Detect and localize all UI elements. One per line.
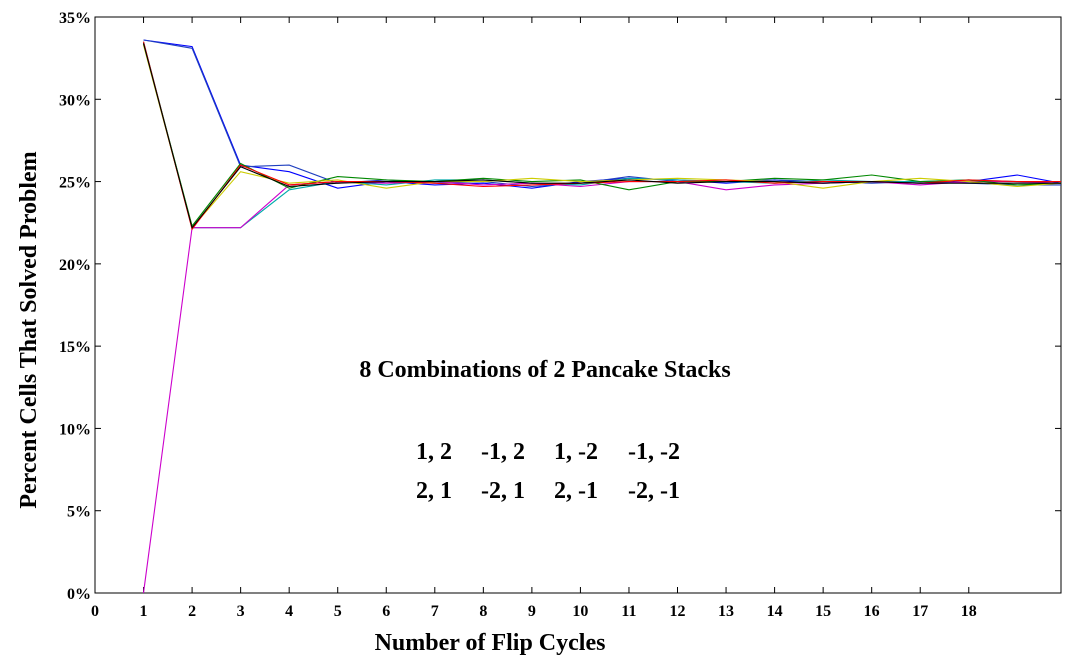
y-axis: 0% 5% 10% 15% 20% 25% 30% 35%	[59, 10, 1061, 603]
annotation-item: -1, -2	[628, 439, 680, 465]
annotation-row-1: 1, 2 -1, 2 1, -2 -1, -2	[416, 439, 680, 465]
x-tick-label: 9	[528, 603, 536, 620]
plot-frame	[94, 16, 1062, 594]
x-tick-label: 13	[718, 603, 734, 620]
y-axis-title: Percent Cells That Solved Problem	[16, 151, 42, 508]
x-tick-label: 6	[382, 603, 390, 620]
x-tick-label: 11	[621, 603, 636, 620]
x-tick-label: 3	[237, 603, 245, 620]
annotation-item: 2, -1	[554, 478, 598, 504]
annotation-item: -1, 2	[481, 439, 525, 465]
x-tick-label: 8	[479, 603, 487, 620]
x-tick-label: 5	[334, 603, 342, 620]
x-tick-label: 10	[572, 603, 588, 620]
annotation-title: 8 Combinations of 2 Pancake Stacks	[359, 357, 730, 383]
x-tick-label: 4	[285, 603, 293, 620]
x-tick-label: 16	[864, 603, 880, 620]
x-tick-label: 15	[815, 603, 831, 620]
annotation-item: -2, 1	[481, 478, 525, 504]
series-lines	[142, 39, 1062, 594]
x-tick-label: 1	[140, 603, 148, 620]
annotation-row-2: 2, 1 -2, 1 2, -1 -2, -1	[416, 478, 680, 504]
x-axis-title: Number of Flip Cycles	[375, 630, 606, 656]
x-tick-label: 14	[767, 603, 783, 620]
annotation-item: 2, 1	[416, 478, 452, 504]
x-tick-label: 7	[431, 603, 439, 620]
y-tick-label: 5%	[67, 504, 91, 521]
y-tick-label: 20%	[59, 257, 91, 274]
x-tick-label: 12	[670, 603, 686, 620]
x-axis: 0 1 2 3 4 5 6 7 8 9 10 11 12 13 14 15 16 17 18	[91, 17, 977, 620]
series-line	[142, 44, 1062, 229]
y-tick-label: 35%	[59, 10, 91, 27]
y-tick-label: 25%	[59, 175, 91, 192]
series-line	[142, 43, 1061, 229]
x-tick-label: 17	[912, 603, 928, 620]
y-tick-label: 15%	[59, 339, 91, 356]
annotation-item: 1, 2	[416, 439, 452, 465]
y-tick-label: 0%	[67, 586, 91, 603]
x-tick-label: 0	[91, 603, 99, 620]
annotation-item: 1, -2	[554, 439, 598, 465]
x-tick-label: 18	[961, 603, 977, 620]
annotation-item: -2, -1	[628, 478, 680, 504]
y-tick-label: 30%	[59, 92, 91, 109]
y-tick-label: 10%	[59, 421, 91, 438]
x-tick-label: 2	[188, 603, 196, 620]
